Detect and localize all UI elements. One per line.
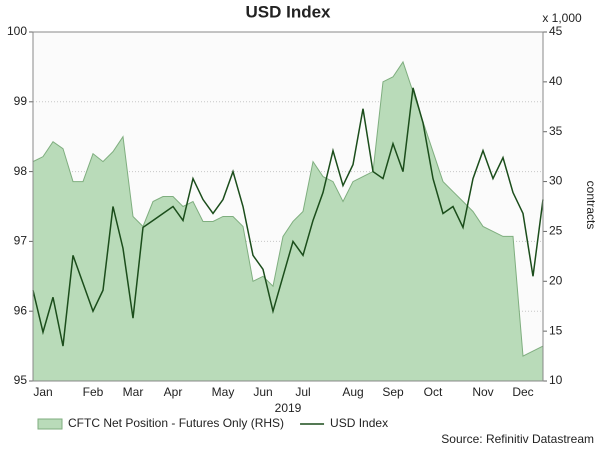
source: Source: Refinitiv Datastream xyxy=(441,432,594,446)
x-tick-label: Jul xyxy=(295,385,310,399)
x-tick-label: Aug xyxy=(342,385,363,399)
x-tick-label: Apr xyxy=(164,385,183,399)
x-tick-label: Jan xyxy=(33,385,52,399)
x-tick-label: Mar xyxy=(123,385,144,399)
x-tick-label: Jun xyxy=(253,385,272,399)
y2-tick-label: 10 xyxy=(549,373,563,387)
y-tick-label: 95 xyxy=(14,373,28,387)
x-tick-label: Oct xyxy=(424,385,443,399)
y2-tick-label: 35 xyxy=(549,124,563,138)
y2-tick-label: 15 xyxy=(549,323,563,337)
x-tick-label: Dec xyxy=(512,385,533,399)
x-tick-label: Sep xyxy=(382,385,404,399)
y2-multiplier: x 1,000 xyxy=(542,11,582,25)
x-axis-label: 2019 xyxy=(275,401,302,415)
y2-tick-label: 30 xyxy=(549,174,563,188)
x-tick-label: Nov xyxy=(472,385,493,399)
area xyxy=(32,60,544,382)
plot-frame xyxy=(32,31,544,382)
x-tick-label: Feb xyxy=(83,385,104,399)
legend-label: CFTC Net Position - Futures Only (RHS) xyxy=(68,416,284,430)
x-tick-label: May xyxy=(212,385,235,399)
y-tick-label: 97 xyxy=(14,234,28,248)
y2-axis-label: contracts xyxy=(584,181,598,230)
y2-tick-label: 20 xyxy=(549,273,563,287)
y-tick-label: 96 xyxy=(14,303,28,317)
y-tick-label: 100 xyxy=(7,24,27,38)
y-tick-label: 98 xyxy=(14,164,28,178)
chart-title: USD Index xyxy=(245,2,331,21)
y2-tick-label: 40 xyxy=(549,74,563,88)
legend-label: USD Index xyxy=(330,416,388,430)
line xyxy=(32,87,544,347)
legend-swatch xyxy=(37,418,63,430)
y-tick-label: 99 xyxy=(14,94,28,108)
y2-tick-label: 45 xyxy=(549,24,563,38)
y2-tick-label: 25 xyxy=(549,224,563,238)
